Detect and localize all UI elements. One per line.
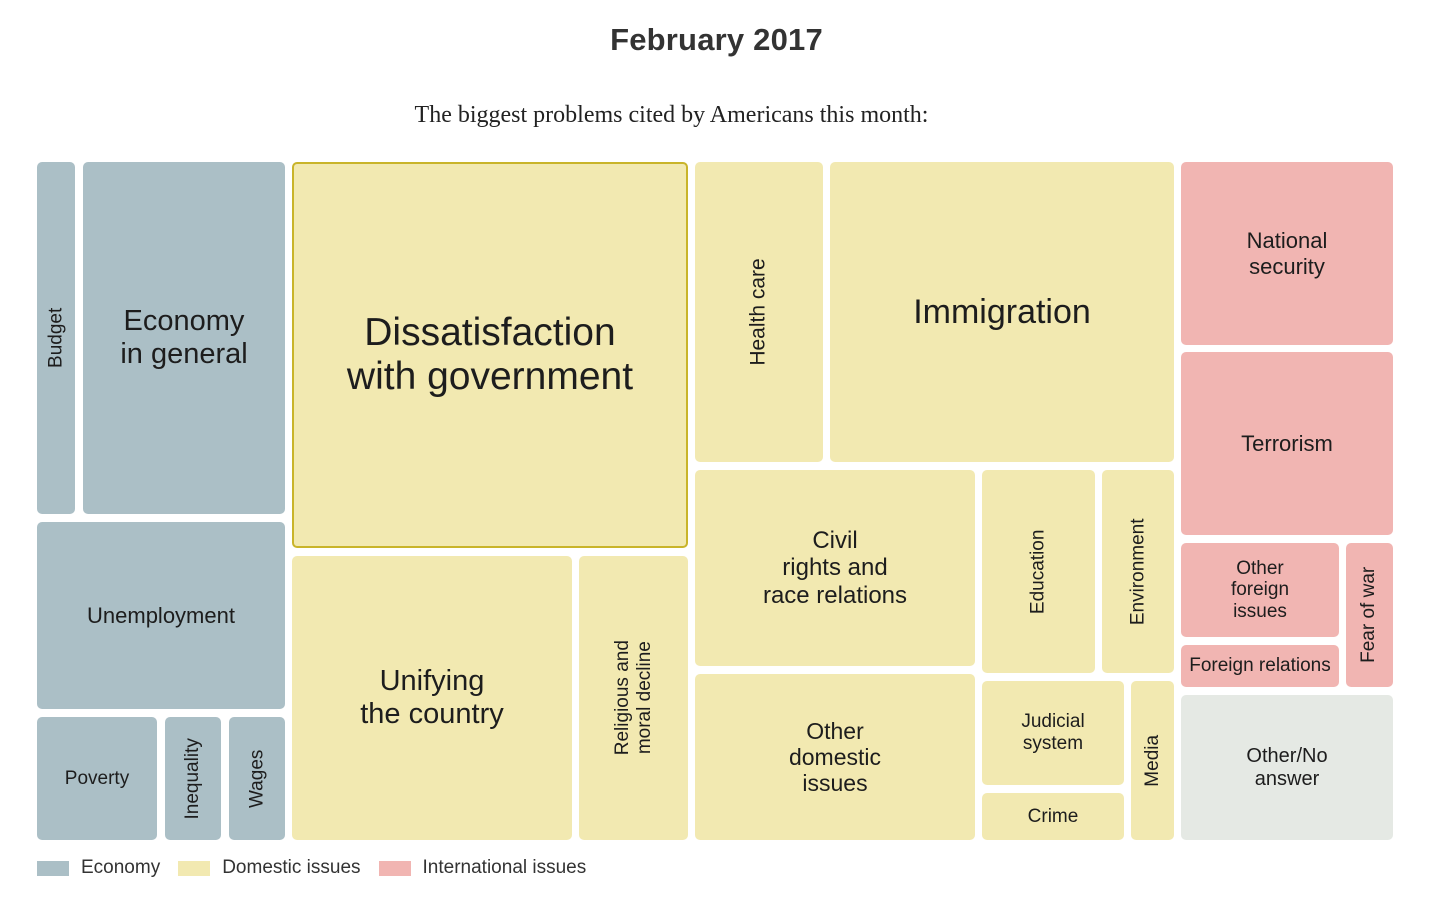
treemap-label-civil-rights-and-race-relations: Civil rights and race relations xyxy=(762,526,908,609)
treemap-cell-other-no-answer: Other/No answer xyxy=(1181,695,1393,840)
treemap-cell-foreign-relations: Foreign relations xyxy=(1181,645,1339,687)
treemap-label-economy-in-general: Economy in general xyxy=(120,304,248,370)
legend-item-domestic: Domestic issues xyxy=(178,857,361,879)
chart-legend: Economy Domestic issues International is… xyxy=(37,855,604,881)
chart-subtitle: The biggest problems cited by Americans … xyxy=(414,102,929,128)
treemap-label-crime: Crime xyxy=(1027,805,1079,827)
treemap-cell-environment: Environment xyxy=(1102,470,1174,673)
treemap-label-wages: Wages xyxy=(246,749,268,808)
treemap-cell-fear-of-war: Fear of war xyxy=(1346,543,1393,687)
treemap-label-education: Education xyxy=(1027,529,1049,614)
treemap-label-unemployment: Unemployment xyxy=(87,602,235,628)
legend-item-international: International issues xyxy=(378,857,587,879)
treemap-cell-wages: Wages xyxy=(229,717,285,840)
treemap-cell-education: Education xyxy=(982,470,1095,673)
treemap-cell-dissatisfaction-with-government: Dissatisfaction with government xyxy=(292,162,688,548)
legend-item-economy: Economy xyxy=(37,857,160,879)
legend-label-domestic: Domestic issues xyxy=(222,857,361,878)
treemap-cell-crime: Crime xyxy=(982,793,1124,840)
treemap-label-fear-of-war: Fear of war xyxy=(1358,566,1380,664)
treemap-cell-media: Media xyxy=(1131,681,1174,840)
legend-swatch-economy xyxy=(37,860,69,876)
treemap-cell-poverty: Poverty xyxy=(37,717,157,840)
treemap-cell-terrorism: Terrorism xyxy=(1181,352,1393,535)
treemap-cell-civil-rights-and-race-relations: Civil rights and race relations xyxy=(695,470,975,666)
treemap-cell-unemployment: Unemployment xyxy=(37,522,285,709)
legend-label-international: International issues xyxy=(422,857,587,878)
treemap-cell-health-care: Health care xyxy=(695,162,823,462)
treemap-label-terrorism: Terrorism xyxy=(1241,430,1333,456)
legend-label-economy: Economy xyxy=(81,857,161,878)
treemap-cell-other-domestic-issues: Other domestic issues xyxy=(695,674,975,840)
treemap-label-immigration: Immigration xyxy=(913,292,1091,331)
treemap-cell-religious-and-moral-decline: Religious and moral decline xyxy=(579,556,688,840)
treemap-label-religious-and-moral-decline: Religious and moral decline xyxy=(611,640,655,756)
treemap-cell-economy-in-general: Economy in general xyxy=(83,162,285,514)
treemap-label-dissatisfaction-with-government: Dissatisfaction with government xyxy=(346,310,634,398)
treemap-label-other-no-answer: Other/No answer xyxy=(1246,744,1328,790)
treemap-label-other-foreign-issues: Other foreign issues xyxy=(1230,557,1290,622)
chart-title: February 2017 xyxy=(610,22,823,57)
treemap-cell-inequality: Inequality xyxy=(165,717,221,840)
treemap-cell-budget: Budget xyxy=(37,162,75,514)
treemap-label-judicial-system: Judicial system xyxy=(1021,711,1085,754)
treemap-label-budget: Budget xyxy=(45,307,67,369)
treemap-cell-national-security: National security xyxy=(1181,162,1393,345)
treemap-label-health-care: Health care xyxy=(747,258,771,366)
treemap-label-poverty: Poverty xyxy=(64,767,130,789)
treemap-label-media: Media xyxy=(1141,734,1163,787)
treemap-label-environment: Environment xyxy=(1127,518,1149,625)
treemap-label-national-security: National security xyxy=(1246,228,1328,279)
treemap-label-other-domestic-issues: Other domestic issues xyxy=(788,717,882,797)
treemap-cell-unifying-the-country: Unifying the country xyxy=(292,556,572,840)
treemap-cell-other-foreign-issues: Other foreign issues xyxy=(1181,543,1339,637)
legend-swatch-international xyxy=(378,860,411,876)
treemap-cell-judicial-system: Judicial system xyxy=(982,681,1124,785)
treemap-label-foreign-relations: Foreign relations xyxy=(1189,655,1331,677)
treemap-cell-immigration: Immigration xyxy=(830,162,1174,462)
treemap-label-unifying-the-country: Unifying the country xyxy=(360,664,504,730)
legend-swatch-domestic xyxy=(178,860,211,876)
treemap-label-inequality: Inequality xyxy=(182,737,204,820)
